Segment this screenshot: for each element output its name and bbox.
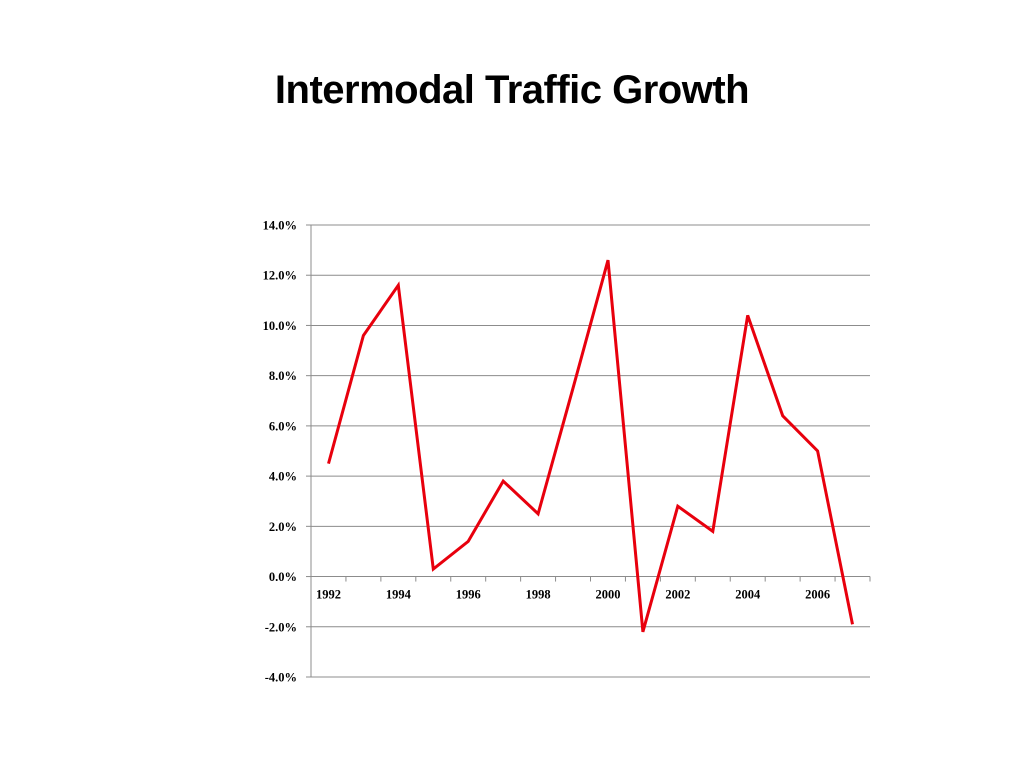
y-tick-label: 8.0% (269, 369, 297, 383)
y-tick-label: -4.0% (265, 671, 297, 685)
y-tick-label: 10.0% (263, 319, 297, 333)
y-tick-label: 4.0% (269, 470, 297, 484)
x-tick-label: 2000 (595, 588, 620, 602)
y-tick-label: 0.0% (269, 570, 297, 584)
x-tick-label: 2006 (805, 588, 830, 602)
y-tick-label: 2.0% (269, 520, 297, 534)
y-tick-label: 14.0% (263, 219, 297, 233)
x-tick-label: 2004 (735, 588, 761, 602)
series-line (327, 259, 854, 633)
y-tick-label: 12.0% (263, 269, 297, 283)
y-tick-label: -2.0% (265, 620, 297, 634)
page-title: Intermodal Traffic Growth (274, 68, 750, 112)
y-tick-label: 6.0% (269, 419, 297, 433)
x-tick-label: 2002 (665, 588, 690, 602)
x-tick-label: 1992 (316, 588, 341, 602)
x-tick-label: 1996 (456, 588, 481, 602)
x-tick-label: 1998 (526, 588, 551, 602)
x-tick-label: 1994 (386, 588, 412, 602)
